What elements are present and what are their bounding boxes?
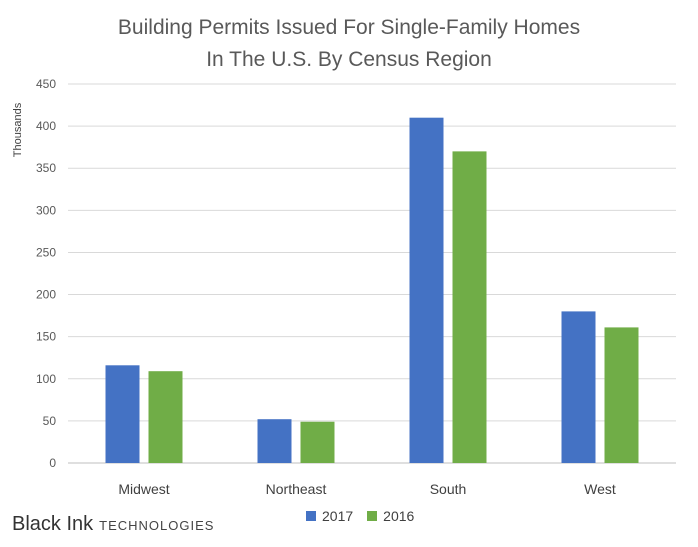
chart-title-line-2: In The U.S. By Census Region — [206, 48, 492, 71]
y-tick-label: 0 — [49, 456, 56, 470]
legend-swatch-2017 — [306, 511, 316, 521]
y-tick-label: 400 — [36, 119, 56, 133]
y-tick-label: 450 — [36, 77, 56, 91]
chart-title-line-1: Building Permits Issued For Single-Famil… — [117, 16, 581, 39]
x-tick-label: West — [584, 481, 616, 497]
y-tick-label: 250 — [36, 245, 56, 259]
x-tick-label: South — [430, 481, 467, 497]
legend-item-2017: 2017 — [306, 508, 353, 524]
legend-label-2016: 2016 — [383, 508, 415, 524]
y-tick-label: 300 — [36, 203, 56, 217]
bar-northeast-2016 — [300, 421, 335, 463]
bar-northeast-2017 — [257, 419, 292, 463]
brand-suffix: TECHNOLOGIES — [99, 518, 215, 533]
x-tick-label: Northeast — [266, 481, 327, 497]
y-tick-label: 200 — [36, 288, 56, 302]
legend: 2017 2016 — [306, 508, 428, 524]
legend-label-2017: 2017 — [322, 508, 354, 524]
legend-swatch-2016 — [367, 511, 378, 521]
brand-logo: Black Ink TECHNOLOGIES — [12, 513, 214, 536]
bar-south-2016 — [452, 151, 487, 463]
brand-name: Black Ink — [12, 513, 94, 535]
x-tick-label: Midwest — [118, 481, 169, 497]
bar-midwest-2017 — [105, 365, 140, 463]
bar-west-2017 — [561, 311, 596, 463]
bar-west-2016 — [604, 327, 639, 463]
y-tick-label: 150 — [36, 330, 56, 344]
y-tick-label: 50 — [43, 414, 57, 428]
legend-item-2016: 2016 — [367, 508, 414, 524]
bar-midwest-2016 — [148, 371, 183, 463]
y-tick-label: 350 — [36, 161, 56, 175]
y-tick-label: 100 — [36, 372, 56, 386]
bar-south-2017 — [409, 117, 444, 463]
